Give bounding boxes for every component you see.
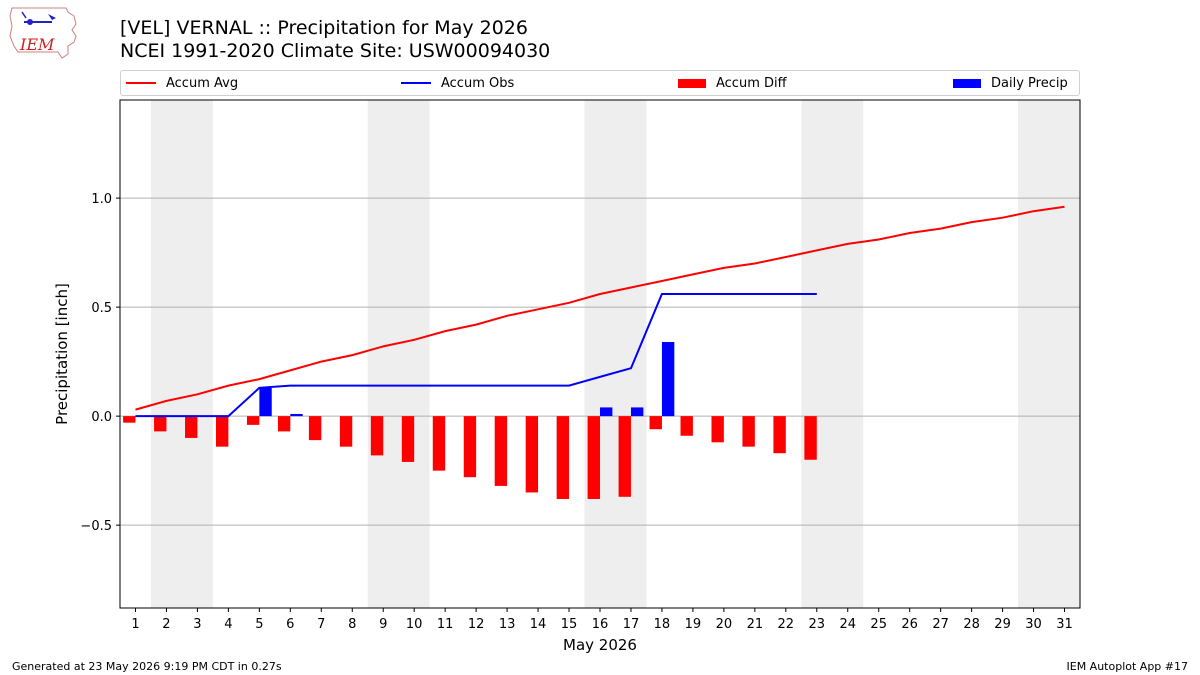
xtick-label-25: 25 — [870, 617, 887, 632]
accum-diff-bar-day-4 — [216, 416, 229, 447]
chart-title: [VEL] VERNAL :: Precipitation for May 20… — [120, 17, 528, 39]
legend-swatch-accum-obs — [401, 82, 431, 84]
daily-precip-bar-day-18 — [661, 342, 675, 417]
legend-label-accum-diff: Accum Diff — [716, 75, 787, 91]
xtick-label-23: 23 — [809, 617, 826, 632]
xtick-label-14: 14 — [530, 617, 547, 632]
xtick-label-21: 21 — [747, 617, 764, 632]
xtick-label-17: 17 — [623, 617, 640, 632]
daily-precip-bar-day-16 — [600, 407, 613, 417]
xtick-label-28: 28 — [963, 617, 980, 632]
xtick-label-18: 18 — [654, 617, 671, 632]
legend-item-accum-diff: Accum Diff — [678, 75, 787, 91]
ytick-label-2: 0.5 — [91, 301, 112, 316]
accum-diff-bar-day-10 — [401, 416, 415, 462]
legend-label-daily-precip: Daily Precip — [991, 75, 1068, 91]
app-label: IEM Autoplot App #17 — [1066, 660, 1189, 673]
ytick-label-1: 0.0 — [91, 410, 112, 425]
xtick-label-8: 8 — [348, 617, 356, 632]
accum-diff-bar-day-17 — [618, 416, 631, 497]
logo-text: IEM — [19, 35, 55, 54]
iem-logo: IEM — [8, 6, 80, 60]
xtick-label-3: 3 — [193, 617, 201, 632]
weekend-band-1 — [367, 100, 430, 608]
legend-label-accum-avg: Accum Avg — [166, 75, 239, 91]
accum-diff-bar-day-22 — [773, 416, 786, 454]
legend-item-daily-precip: Daily Precip — [953, 75, 1068, 91]
weekend-band-3 — [801, 100, 864, 608]
legend-item-accum-avg: Accum Avg — [126, 75, 238, 91]
xtick-label-10: 10 — [406, 617, 423, 632]
weekend-band-0 — [150, 100, 213, 608]
chart-legend: Accum Avg Accum Obs Accum Diff Daily Pre… — [120, 70, 1080, 96]
xtick-label-22: 22 — [778, 617, 795, 632]
accum-diff-bar-day-18 — [649, 416, 662, 430]
accum-diff-bar-day-12 — [463, 416, 477, 478]
generated-timestamp: Generated at 23 May 2026 9:19 PM CDT in … — [12, 660, 282, 673]
xtick-label-31: 31 — [1056, 617, 1073, 632]
xtick-label-15: 15 — [561, 617, 578, 632]
xtick-label-12: 12 — [468, 617, 485, 632]
xtick-label-4: 4 — [224, 617, 232, 632]
accum-avg-line — [135, 205, 1065, 411]
legend-swatch-daily-precip — [953, 78, 981, 88]
xtick-label-11: 11 — [437, 617, 454, 632]
accum-diff-bar-day-11 — [432, 416, 446, 471]
xtick-label-19: 19 — [685, 617, 702, 632]
accum-diff-bar-day-1 — [123, 416, 136, 423]
accum-diff-bar-day-15 — [556, 416, 570, 499]
daily-precip-bar-day-5 — [259, 387, 272, 417]
daily-precip-bar-day-17 — [630, 407, 644, 417]
accum-diff-bar-day-2 — [154, 416, 167, 432]
xtick-label-5: 5 — [255, 617, 263, 632]
xtick-label-1: 1 — [131, 617, 139, 632]
legend-item-accum-obs: Accum Obs — [401, 75, 514, 91]
chart-subtitle: NCEI 1991-2020 Climate Site: USW00094030 — [120, 40, 551, 62]
xtick-label-2: 2 — [162, 617, 170, 632]
accum-diff-bar-day-8 — [339, 416, 353, 447]
xtick-label-24: 24 — [839, 617, 856, 632]
accum-diff-bar-day-23 — [804, 416, 817, 460]
accum-diff-bar-day-9 — [370, 416, 384, 456]
xtick-label-6: 6 — [286, 617, 294, 632]
xtick-label-29: 29 — [994, 617, 1011, 632]
daily-precip-bar-day-6 — [290, 413, 303, 417]
accum-diff-bar-day-7 — [308, 416, 322, 441]
xtick-label-9: 9 — [379, 617, 387, 632]
accum-obs-line — [135, 293, 817, 418]
y-axis-label: Precipitation [inch] — [53, 283, 71, 425]
accum-diff-bar-day-21 — [742, 416, 755, 447]
xtick-label-26: 26 — [901, 617, 918, 632]
xtick-label-7: 7 — [317, 617, 325, 632]
accum-diff-bar-day-20 — [711, 416, 724, 443]
xtick-label-20: 20 — [716, 617, 733, 632]
xtick-label-13: 13 — [499, 617, 516, 632]
accum-diff-bar-day-19 — [680, 416, 693, 436]
accum-diff-bar-day-6 — [277, 416, 291, 432]
ytick-label-3: 1.0 — [91, 192, 112, 207]
xtick-label-30: 30 — [1025, 617, 1042, 632]
xtick-label-16: 16 — [592, 617, 609, 632]
accum-diff-bar-day-3 — [185, 416, 198, 438]
accum-diff-bar-day-5 — [246, 416, 260, 425]
legend-swatch-accum-diff — [678, 78, 706, 88]
accum-diff-bar-day-14 — [525, 416, 539, 493]
accum-diff-bar-day-16 — [587, 416, 600, 499]
accum-diff-bar-day-13 — [494, 416, 508, 486]
legend-label-accum-obs: Accum Obs — [441, 75, 515, 91]
weekend-band-4 — [1018, 100, 1080, 608]
legend-swatch-accum-avg — [126, 82, 156, 84]
ytick-label-0: −0.5 — [80, 519, 112, 534]
x-axis-label: May 2026 — [563, 636, 637, 654]
xtick-label-27: 27 — [932, 617, 949, 632]
